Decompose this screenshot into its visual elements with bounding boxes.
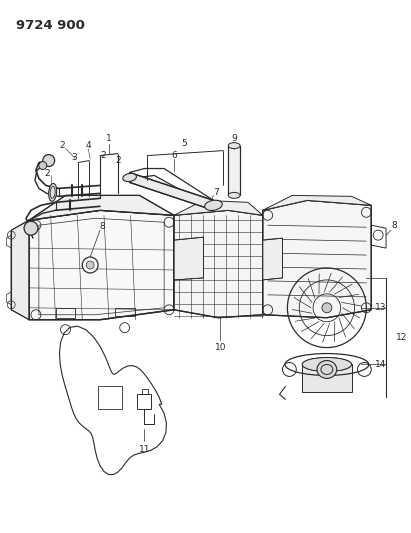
Ellipse shape [317,360,337,378]
Circle shape [322,303,332,313]
Polygon shape [129,173,213,211]
Text: 4: 4 [85,141,91,150]
Polygon shape [228,146,240,196]
Text: 2: 2 [60,141,65,150]
Polygon shape [174,237,203,280]
Text: 6: 6 [171,151,177,160]
Text: 1: 1 [106,134,112,143]
Ellipse shape [123,173,136,182]
Text: 2: 2 [44,169,50,178]
Polygon shape [263,196,371,211]
Circle shape [24,221,38,235]
Polygon shape [29,211,174,320]
Polygon shape [302,365,351,392]
Circle shape [43,155,55,166]
Polygon shape [174,200,263,215]
Circle shape [82,257,98,273]
Text: 8: 8 [99,222,105,231]
Ellipse shape [302,358,351,372]
Polygon shape [29,196,174,220]
Text: 13: 13 [375,303,387,312]
Polygon shape [174,211,263,318]
Ellipse shape [228,192,240,198]
Circle shape [86,261,94,269]
Text: 9724 900: 9724 900 [16,19,85,33]
Text: 7: 7 [214,188,219,197]
Polygon shape [11,220,29,320]
Circle shape [373,230,383,240]
Text: 10: 10 [215,343,226,352]
Text: 14: 14 [375,360,387,369]
Text: 11: 11 [139,445,150,454]
Text: 12: 12 [396,333,407,342]
Polygon shape [263,200,371,318]
Text: 9: 9 [231,134,237,143]
Circle shape [39,161,47,169]
Text: 5: 5 [181,139,187,148]
Ellipse shape [228,143,240,149]
Text: 2: 2 [100,151,106,160]
Text: 8: 8 [391,221,397,230]
Polygon shape [263,238,282,280]
Text: 2: 2 [115,156,120,165]
Ellipse shape [48,183,57,201]
Ellipse shape [205,200,222,211]
Text: 3: 3 [72,153,77,162]
